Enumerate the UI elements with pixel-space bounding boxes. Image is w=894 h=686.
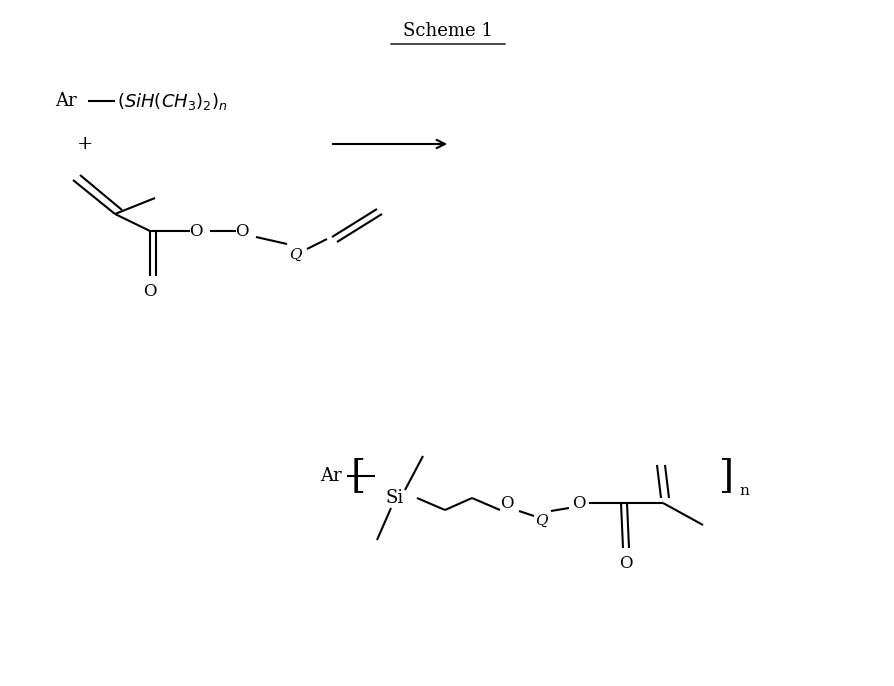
Text: O: O (189, 222, 203, 239)
Text: O: O (619, 554, 632, 571)
Text: O: O (500, 495, 513, 512)
Text: Si: Si (385, 489, 404, 507)
Text: O: O (571, 495, 585, 512)
Text: Ar: Ar (320, 467, 342, 485)
Text: Scheme 1: Scheme 1 (402, 22, 493, 40)
Text: Q: Q (289, 248, 301, 262)
Text: Q: Q (534, 514, 546, 528)
Text: n: n (738, 484, 748, 498)
Text: O: O (235, 222, 249, 239)
Text: +: + (77, 135, 93, 153)
Text: [: [ (350, 458, 365, 495)
Text: O: O (143, 283, 156, 300)
Text: ]: ] (718, 458, 733, 495)
Text: Ar: Ar (55, 92, 77, 110)
Text: $(SiH(CH_3)_2)_n$: $(SiH(CH_3)_2)_n$ (117, 91, 227, 112)
